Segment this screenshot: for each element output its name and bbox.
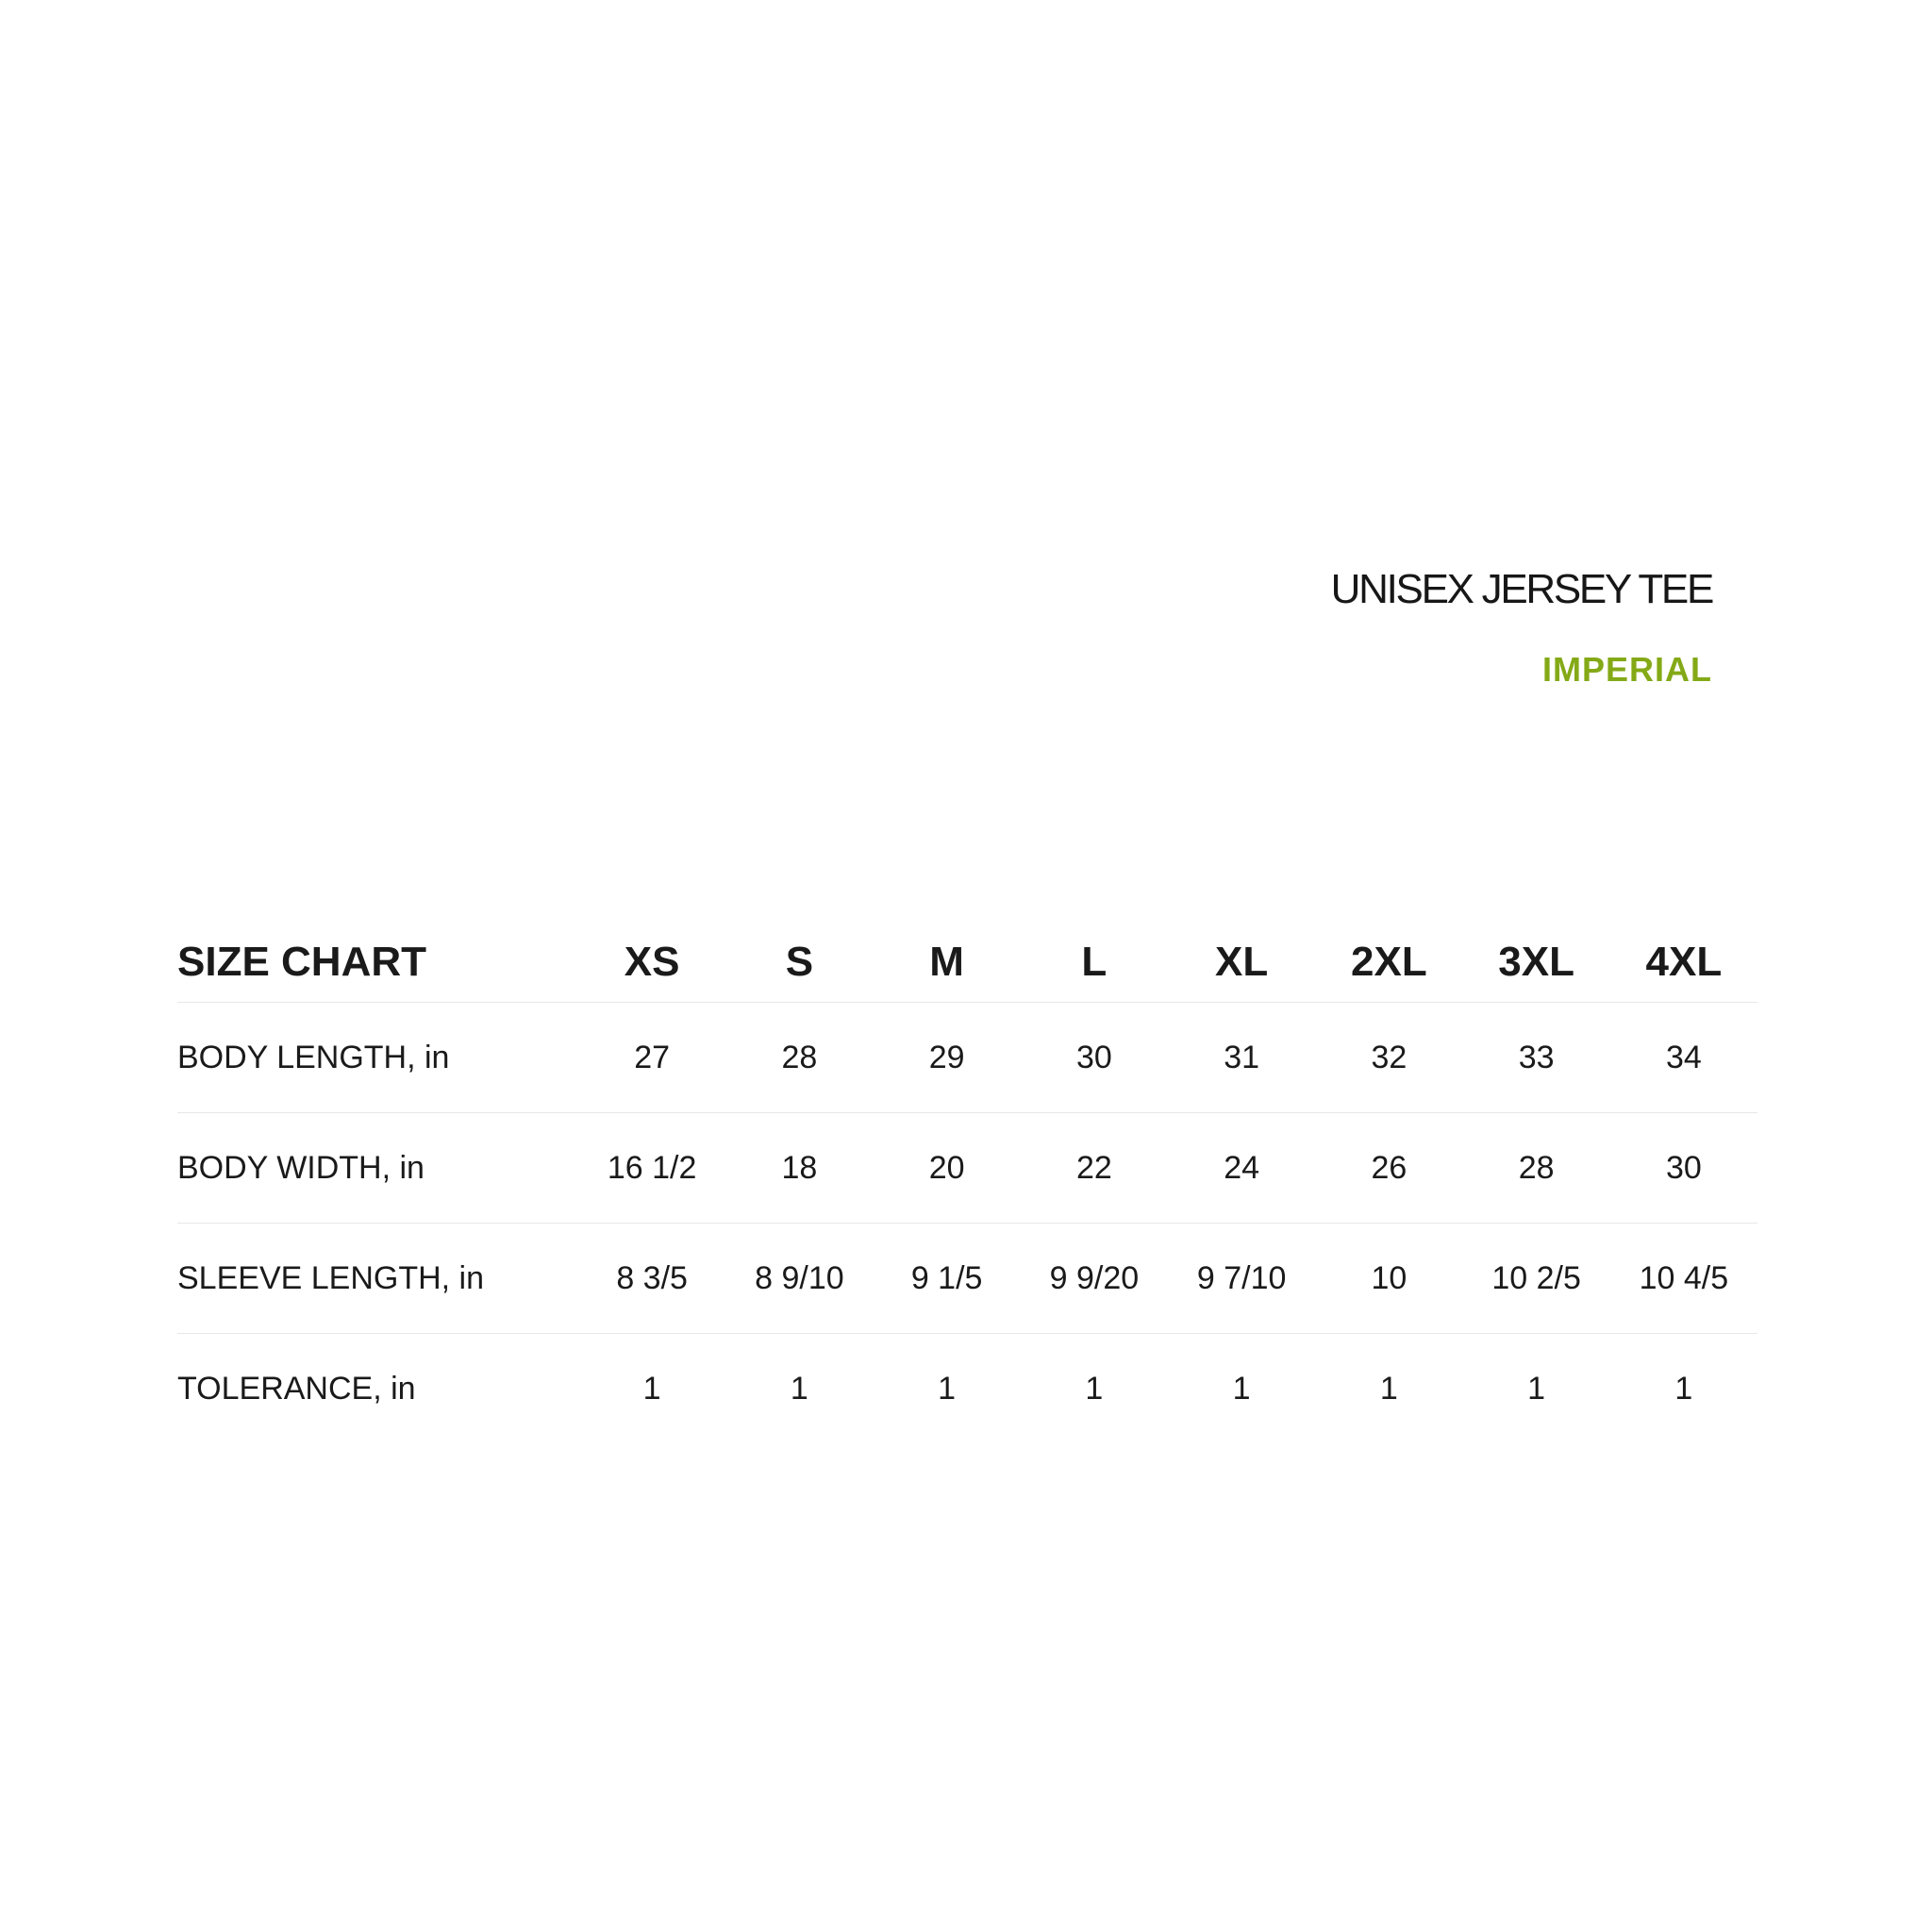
- svg-text:UNISEX JERSEY TEE: UNISEX JERSEY TEE: [1331, 566, 1713, 612]
